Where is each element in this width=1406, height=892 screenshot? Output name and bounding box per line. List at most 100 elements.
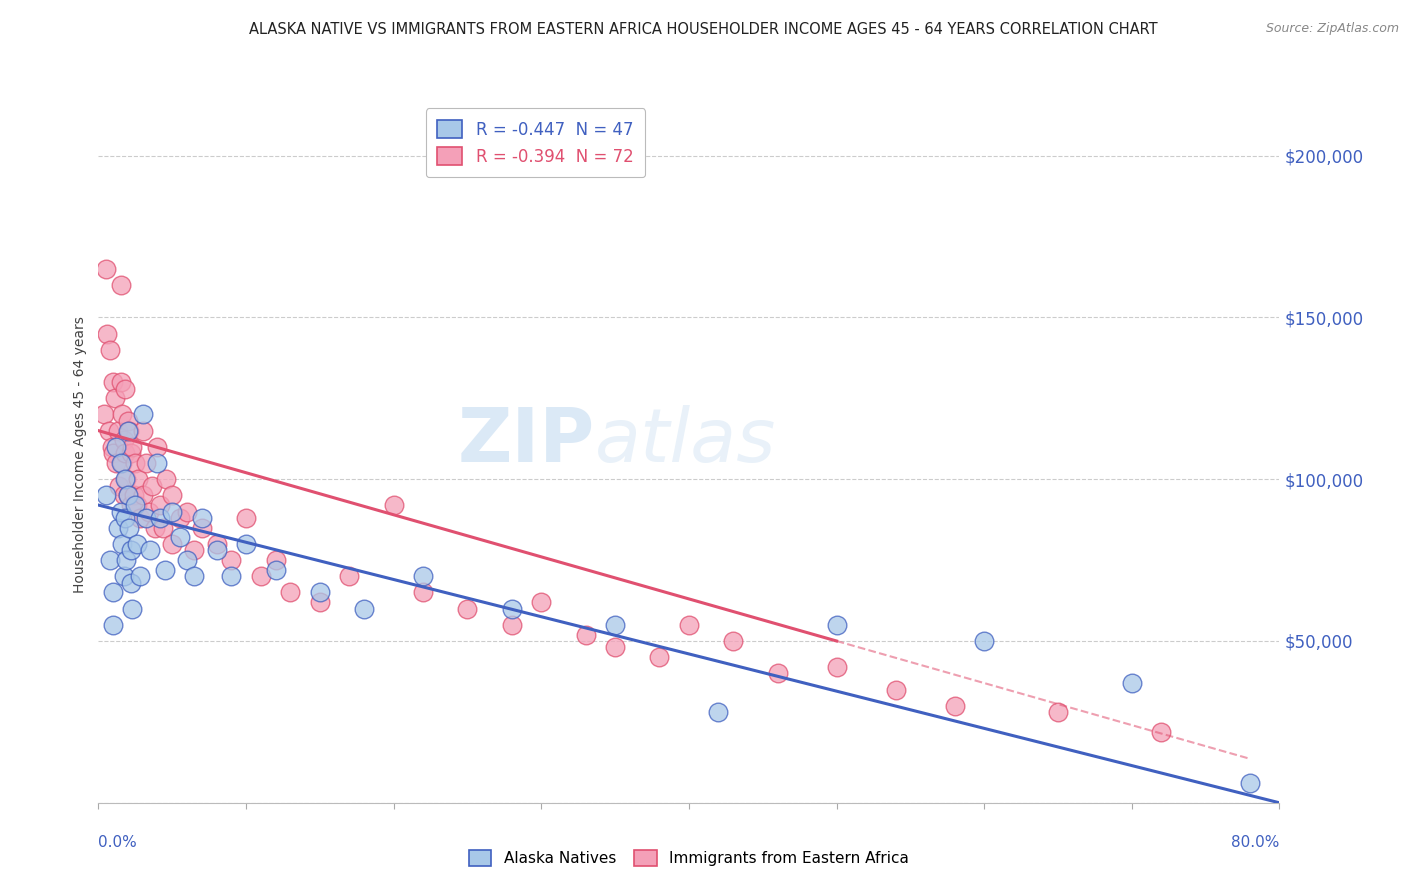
- Point: [1121, 676, 1143, 690]
- Point: [605, 617, 627, 632]
- Point: [120, 498, 142, 512]
- Point: [107, 424, 129, 438]
- Point: [382, 498, 405, 512]
- Point: [93, 408, 115, 422]
- Point: [114, 382, 136, 396]
- Point: [176, 504, 198, 518]
- Point: [501, 601, 523, 615]
- Point: [169, 511, 191, 525]
- Point: [120, 575, 142, 590]
- Text: 0.0%: 0.0%: [98, 836, 138, 850]
- Point: [219, 553, 242, 567]
- Point: [219, 569, 242, 583]
- Point: [574, 627, 596, 641]
- Point: [264, 553, 287, 567]
- Point: [125, 498, 148, 512]
- Point: [309, 595, 332, 609]
- Point: [114, 446, 136, 460]
- Point: [112, 434, 135, 448]
- Point: [648, 650, 671, 665]
- Point: [124, 498, 146, 512]
- Point: [153, 563, 176, 577]
- Point: [235, 511, 257, 525]
- Point: [103, 585, 125, 599]
- Point: [100, 440, 122, 454]
- Y-axis label: Householder Income Ages 45 - 64 years: Householder Income Ages 45 - 64 years: [73, 317, 87, 593]
- Point: [353, 601, 375, 615]
- Point: [205, 537, 228, 551]
- Point: [139, 543, 162, 558]
- Point: [121, 440, 143, 454]
- Legend: R = -0.447  N = 47, R = -0.394  N = 72: R = -0.447 N = 47, R = -0.394 N = 72: [426, 109, 645, 178]
- Point: [707, 705, 730, 719]
- Point: [149, 498, 172, 512]
- Point: [98, 553, 121, 567]
- Point: [766, 666, 789, 681]
- Point: [884, 682, 907, 697]
- Point: [235, 537, 257, 551]
- Point: [605, 640, 627, 655]
- Point: [112, 569, 135, 583]
- Point: [110, 456, 132, 470]
- Point: [132, 488, 155, 502]
- Point: [205, 543, 228, 558]
- Point: [162, 537, 183, 551]
- Point: [169, 531, 191, 545]
- Point: [115, 472, 138, 486]
- Point: [146, 440, 169, 454]
- Point: [117, 488, 139, 502]
- Text: Source: ZipAtlas.com: Source: ZipAtlas.com: [1265, 22, 1399, 36]
- Point: [250, 569, 273, 583]
- Point: [309, 585, 332, 599]
- Point: [128, 511, 150, 525]
- Point: [1239, 776, 1261, 790]
- Point: [117, 488, 139, 502]
- Text: 80.0%: 80.0%: [1232, 836, 1279, 850]
- Point: [132, 408, 155, 422]
- Point: [162, 504, 183, 518]
- Point: [128, 569, 150, 583]
- Point: [122, 488, 145, 502]
- Point: [114, 472, 136, 486]
- Point: [105, 456, 128, 470]
- Point: [121, 601, 143, 615]
- Point: [176, 553, 198, 567]
- Point: [132, 424, 155, 438]
- Point: [111, 537, 134, 551]
- Point: [1150, 724, 1173, 739]
- Point: [183, 569, 205, 583]
- Point: [149, 511, 172, 525]
- Point: [183, 543, 205, 558]
- Point: [162, 488, 183, 502]
- Point: [115, 553, 138, 567]
- Point: [138, 504, 160, 518]
- Point: [96, 326, 118, 341]
- Point: [678, 617, 700, 632]
- Point: [114, 511, 136, 525]
- Point: [412, 585, 434, 599]
- Point: [530, 595, 553, 609]
- Point: [108, 478, 131, 492]
- Point: [105, 440, 128, 454]
- Point: [146, 456, 169, 470]
- Point: [124, 456, 146, 470]
- Point: [120, 543, 142, 558]
- Point: [118, 521, 141, 535]
- Point: [98, 343, 121, 357]
- Point: [135, 511, 157, 525]
- Point: [117, 424, 139, 438]
- Text: ZIP: ZIP: [457, 404, 595, 477]
- Point: [501, 617, 523, 632]
- Point: [337, 569, 360, 583]
- Point: [1046, 705, 1069, 719]
- Text: ALASKA NATIVE VS IMMIGRANTS FROM EASTERN AFRICA HOUSEHOLDER INCOME AGES 45 - 64 : ALASKA NATIVE VS IMMIGRANTS FROM EASTERN…: [249, 22, 1157, 37]
- Point: [120, 446, 142, 460]
- Point: [191, 521, 214, 535]
- Point: [94, 261, 117, 276]
- Point: [104, 392, 127, 406]
- Text: atlas: atlas: [595, 405, 776, 477]
- Point: [973, 634, 995, 648]
- Point: [110, 278, 132, 293]
- Point: [264, 563, 287, 577]
- Point: [135, 456, 157, 470]
